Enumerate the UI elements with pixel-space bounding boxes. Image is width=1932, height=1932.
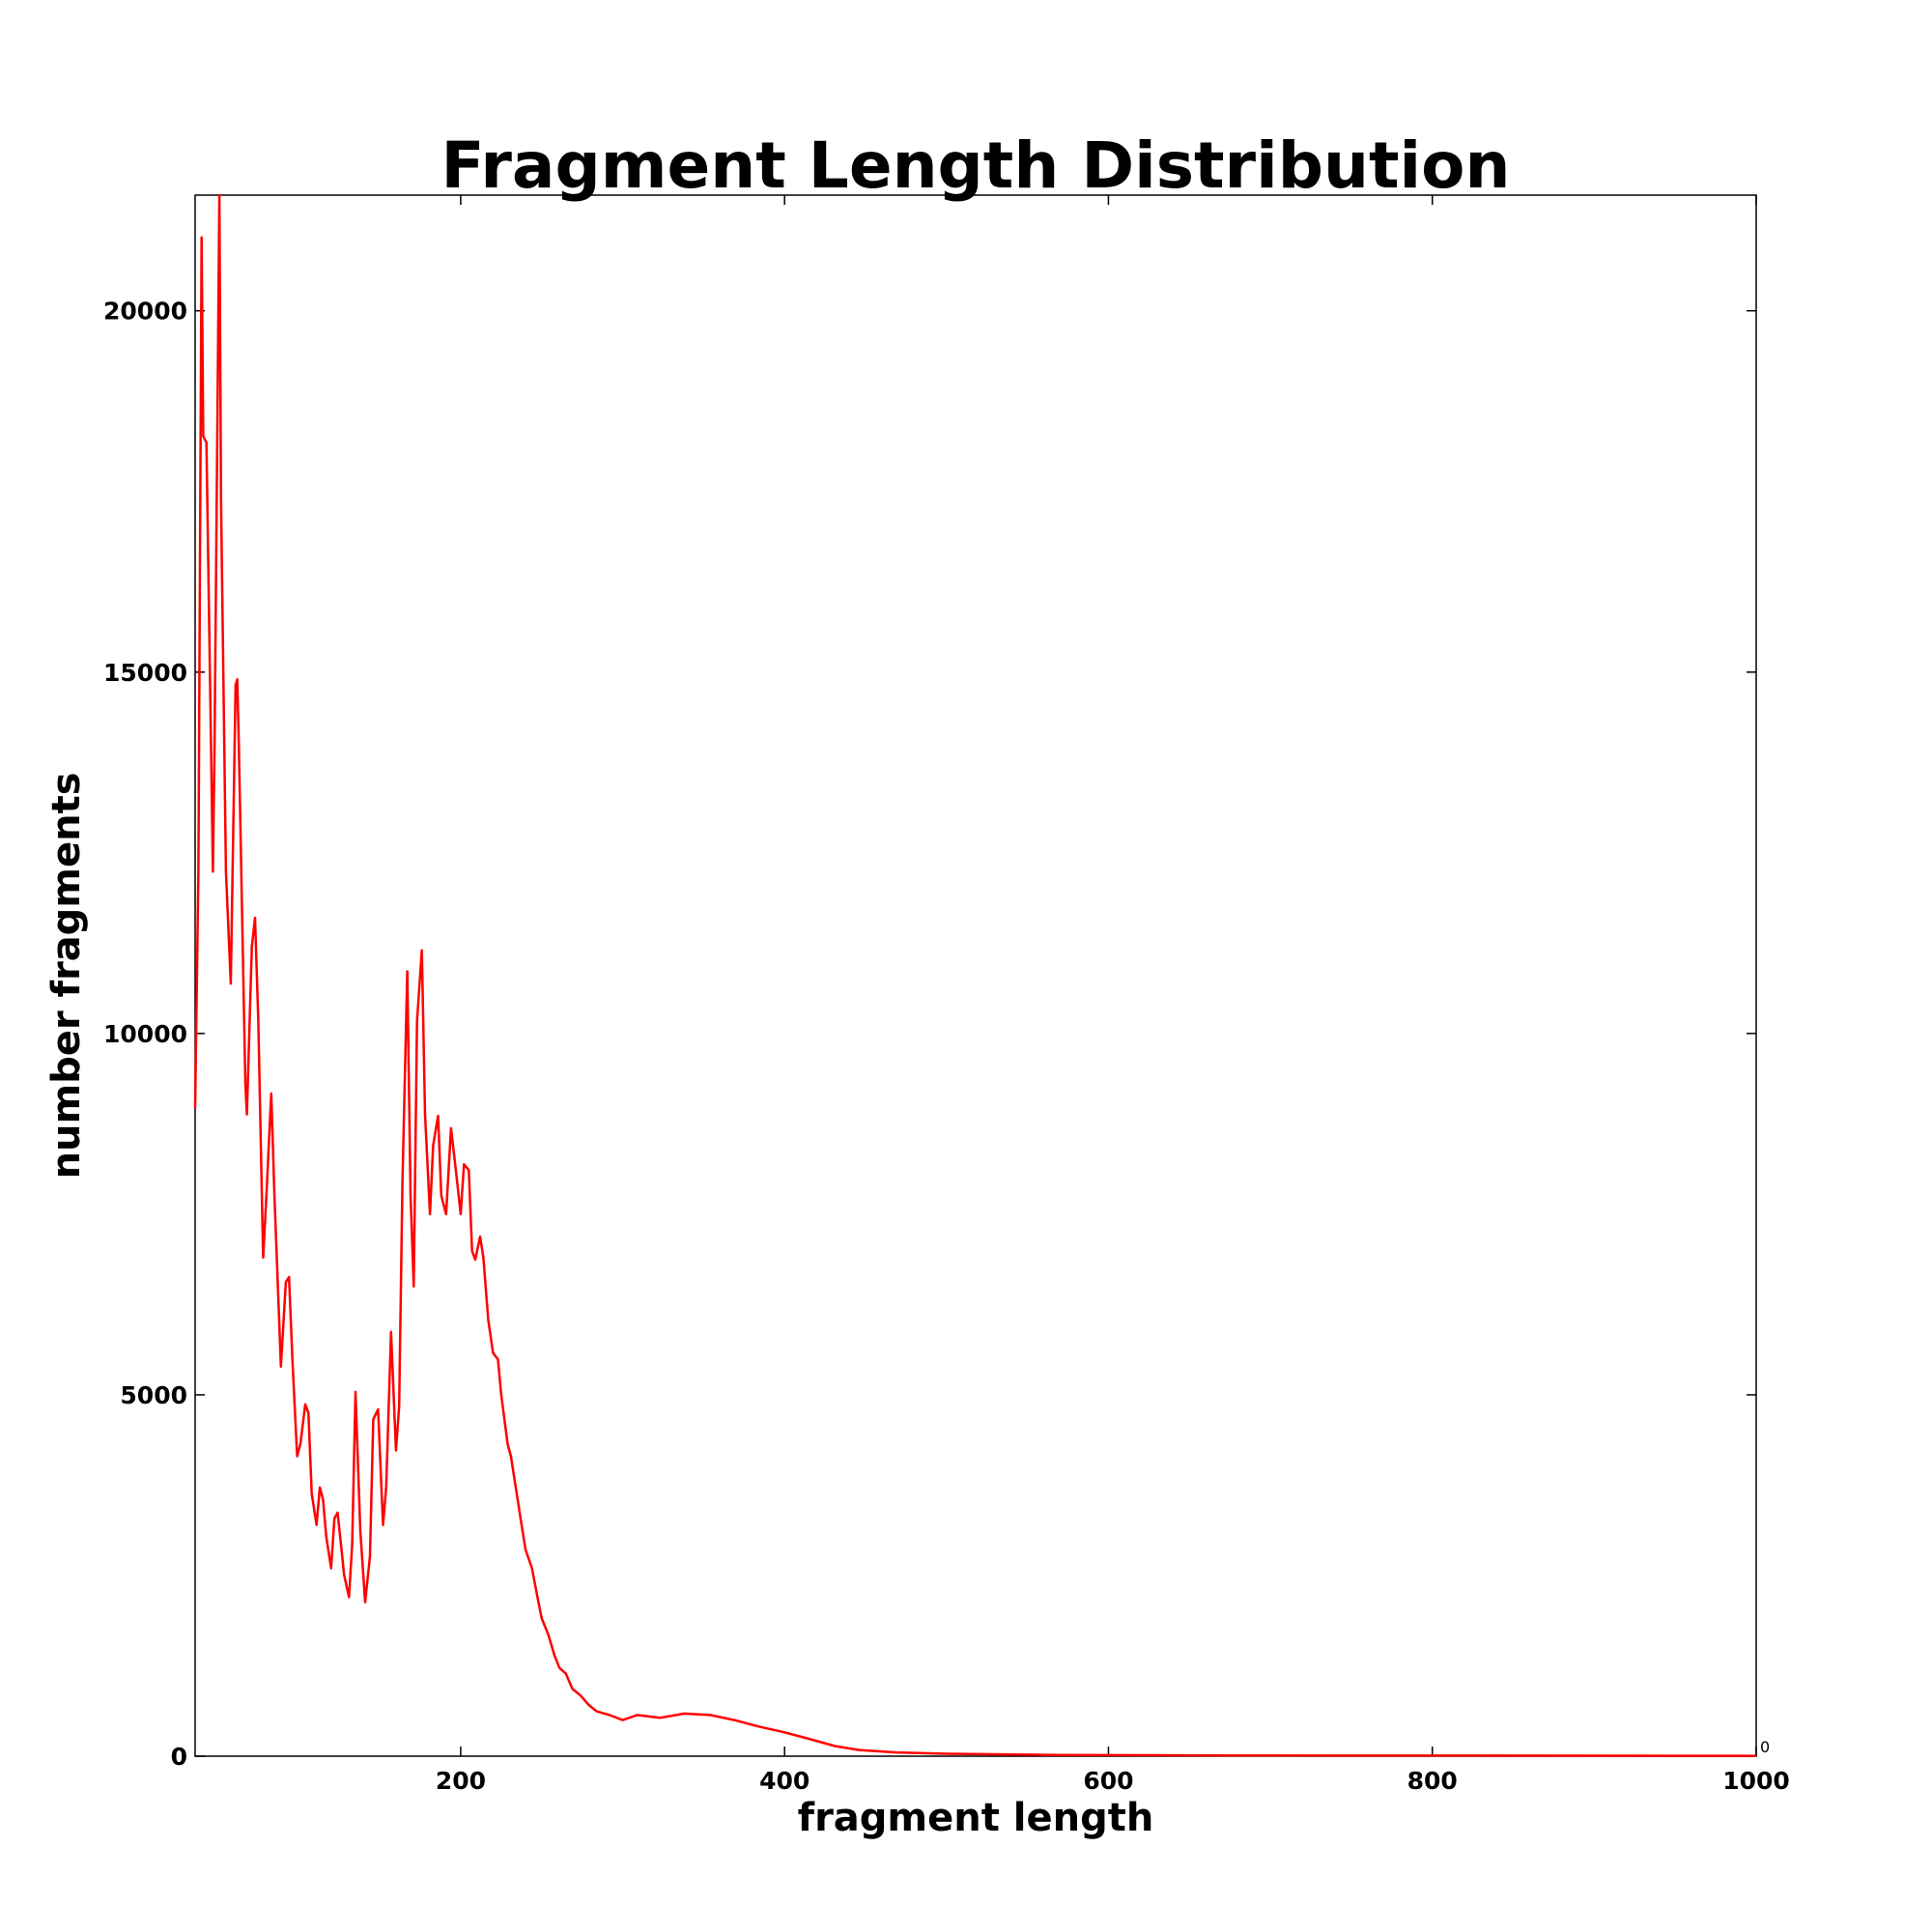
chart-title: Fragment Length Distribution: [441, 128, 1511, 203]
x-tick-label: 200: [436, 1767, 486, 1795]
y-tick-label: 15000: [103, 659, 187, 687]
x-tick-label: 800: [1407, 1767, 1458, 1795]
x-tick-label: 1000: [1722, 1767, 1790, 1795]
x-tick-label: 600: [1083, 1767, 1133, 1795]
y-tick-label: 0: [171, 1743, 187, 1771]
y-tick-label: 5000: [120, 1381, 187, 1409]
data-line: [193, 193, 1757, 1757]
annotation: 0: [1760, 1738, 1770, 1756]
plot-frame: [194, 194, 1757, 1757]
y-tick-label: 20000: [103, 298, 187, 326]
x-tick-label: 400: [759, 1767, 810, 1795]
x-axis-label: fragment length: [798, 1796, 1154, 1840]
y-tick-label: 10000: [103, 1020, 187, 1048]
y-axis-label: number fragments: [44, 772, 89, 1179]
